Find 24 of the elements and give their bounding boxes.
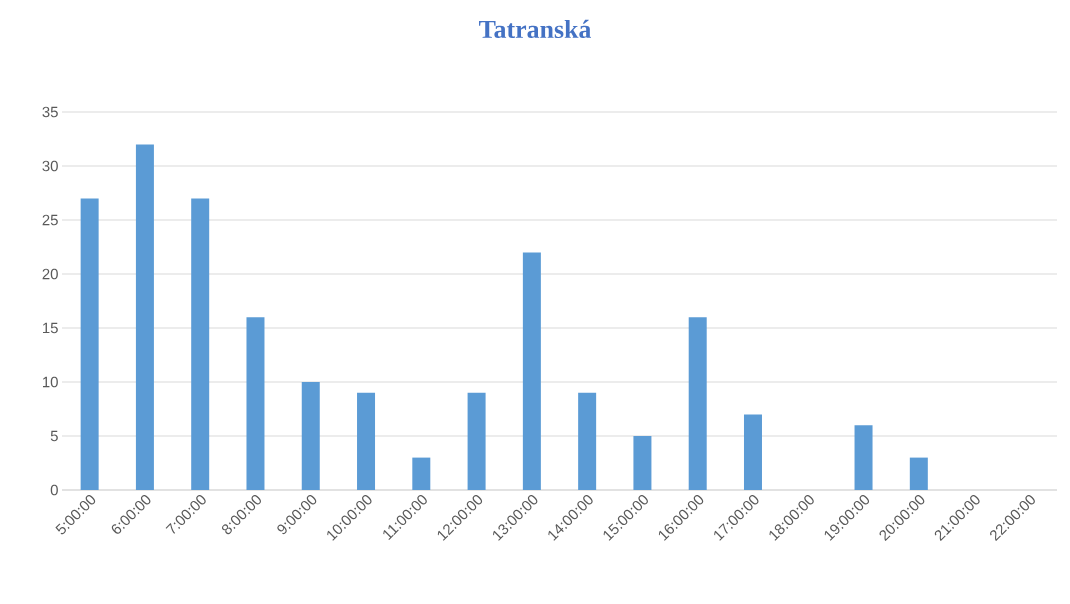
bar — [688, 317, 707, 490]
bar — [578, 392, 597, 490]
bar — [633, 436, 652, 490]
bar — [854, 425, 873, 490]
y-tick-label: 0 — [50, 484, 58, 496]
y-tick-label: 20 — [42, 268, 58, 280]
bar — [80, 198, 99, 490]
bar — [357, 392, 376, 490]
bar — [909, 457, 928, 490]
y-tick-label: 35 — [42, 106, 58, 118]
bar — [522, 252, 541, 490]
y-tick-label: 25 — [42, 214, 58, 226]
bar — [135, 144, 154, 490]
chart-title: Tatranská — [479, 19, 592, 39]
bar — [246, 317, 265, 490]
bar — [467, 392, 486, 490]
bar — [301, 382, 320, 490]
bar — [743, 414, 762, 490]
y-tick-label: 5 — [50, 430, 58, 442]
y-tick-label: 10 — [43, 376, 58, 388]
y-tick-label: 30 — [42, 160, 58, 172]
y-tick-label: 15 — [43, 322, 58, 334]
bar — [412, 457, 431, 490]
bar — [191, 198, 210, 490]
